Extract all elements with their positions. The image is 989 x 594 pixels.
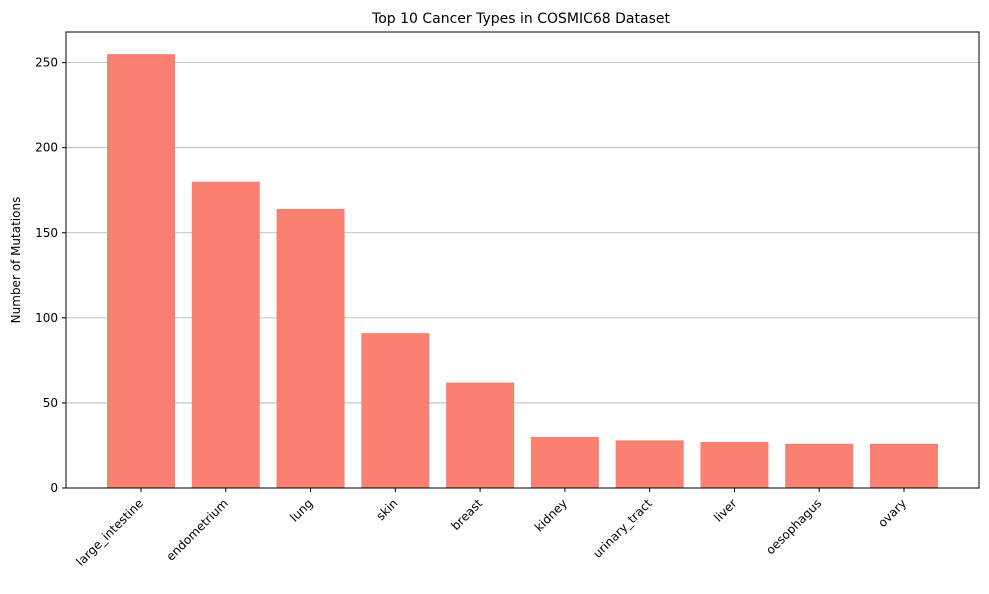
bar-endometrium (191, 181, 260, 489)
x-tick-label: large_intestine (73, 496, 146, 569)
plot-frame (65, 31, 980, 489)
bar-skin (361, 333, 430, 488)
y-tick-label: 200 (35, 141, 58, 155)
x-tick-label: urinary_tract (590, 496, 655, 561)
x-tick-label: breast (448, 496, 485, 533)
x-tick-label: endometrium (164, 496, 231, 563)
y-tick-label: 0 (50, 481, 58, 495)
x-tick-label: kidney (532, 496, 570, 534)
x-tick-label: lung (287, 496, 315, 524)
y-tick-label: 150 (35, 226, 58, 240)
y-axis-label: Number of Mutations (9, 197, 23, 324)
bar-kidney (530, 436, 599, 488)
chart-title: Top 10 Cancer Types in COSMIC68 Dataset (371, 11, 670, 27)
y-axis-ticks: 0 50 100 150 200 250 (35, 56, 66, 495)
y-tick-label: 100 (35, 311, 58, 325)
bar-liver (700, 442, 769, 488)
bar-oesophagus (785, 443, 854, 488)
y-tick-label: 250 (35, 56, 58, 70)
x-tick-label: ovary (875, 496, 909, 530)
bar-large-intestine (107, 54, 175, 488)
y-tick-label: 50 (43, 396, 58, 410)
bar-lung (276, 208, 345, 488)
x-tick-label: liver (711, 496, 739, 524)
x-axis-ticks: large_intestine endometrium lung skin breast… (73, 488, 909, 569)
bar-ovary (870, 443, 938, 488)
x-tick-label: oesophagus (763, 496, 824, 557)
bars (107, 54, 938, 489)
x-tick-label: skin (373, 496, 400, 523)
bar-breast (446, 382, 515, 488)
bar-urinary-tract (615, 440, 684, 488)
